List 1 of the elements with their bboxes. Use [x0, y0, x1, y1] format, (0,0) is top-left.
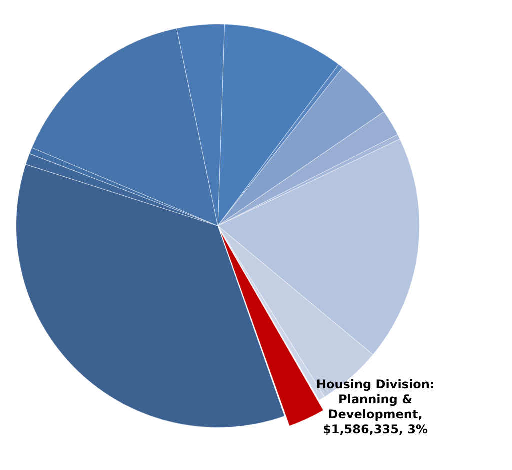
data-label: Housing Division: Planning & Development, $1,586,335, 3% [316, 377, 435, 436]
